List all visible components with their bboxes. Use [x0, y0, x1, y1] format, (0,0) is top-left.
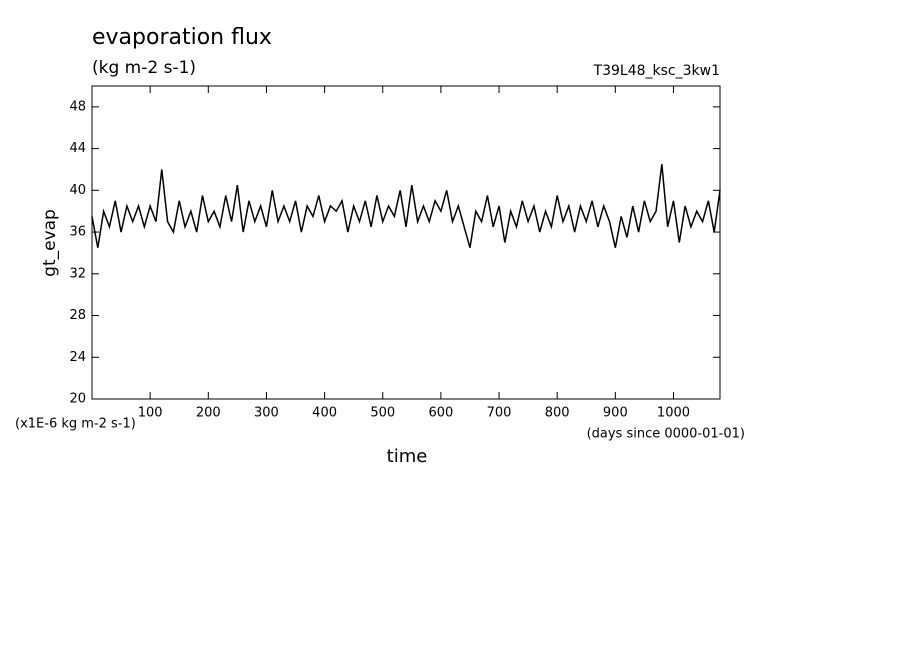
x-tick-label: 600: [428, 406, 453, 421]
plot-frame: [91, 85, 721, 400]
y-tick-label: 48: [69, 99, 86, 114]
y-tick-label: 24: [69, 350, 86, 365]
x-tick-label: 700: [487, 406, 512, 421]
x-tick-label: 400: [312, 406, 337, 421]
x-axis-label: time: [387, 446, 428, 467]
x-tick-label: 800: [545, 406, 570, 421]
y-tick-label: 20: [69, 392, 86, 407]
y-axis-label: gt_evap: [40, 209, 60, 277]
annotation: T39L48_ksc_3kw1: [593, 63, 720, 79]
data-line: [91, 164, 721, 248]
y-tick-label: 40: [69, 183, 86, 198]
x-unit-label: (days since 0000-01-01): [587, 427, 745, 442]
x-tick-label: 100: [138, 406, 163, 421]
x-tick-label: 900: [603, 406, 628, 421]
chart-title: evaporation flux: [92, 25, 272, 50]
y-tick-label: 36: [69, 225, 86, 240]
x-tick-label: 300: [254, 406, 279, 421]
y-unit-label: (x1E-6 kg m-2 s-1): [15, 417, 136, 432]
y-tick-label: 44: [69, 141, 86, 156]
x-tick-label: 200: [196, 406, 221, 421]
chart-subtitle: (kg m-2 s-1): [92, 58, 196, 78]
x-tick-label: 1000: [657, 406, 690, 421]
y-tick-label: 28: [69, 308, 86, 323]
y-tick-label: 32: [69, 266, 86, 281]
x-tick-label: 500: [370, 406, 395, 421]
